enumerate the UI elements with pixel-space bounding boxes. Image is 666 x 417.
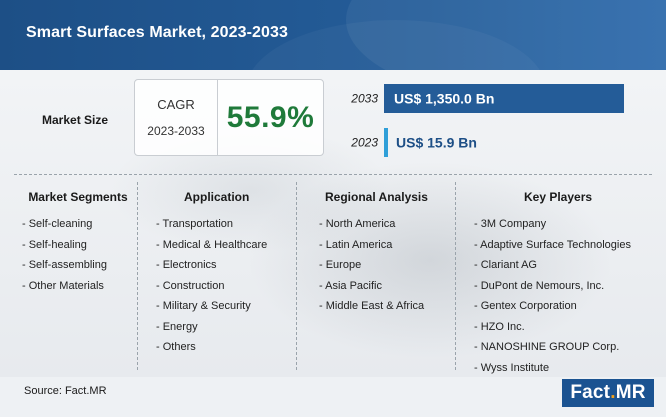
list-item: - Energy — [156, 320, 198, 333]
cagr-value: 55.9% — [226, 100, 315, 134]
list-item: - Latin America — [319, 238, 393, 251]
list-item: - Europe — [319, 259, 362, 271]
list-item: - Self-cleaning — [22, 218, 93, 230]
section-divider — [14, 174, 652, 175]
column-title: Key Players — [524, 190, 593, 204]
logo-dot: . — [610, 382, 616, 403]
column-regional-analysis: Regional Analysis - North America - Lati… — [319, 190, 447, 317]
list-item: - North America — [319, 218, 396, 230]
list-item: - HZO Inc. — [474, 320, 525, 333]
market-size-bar — [384, 84, 624, 113]
cagr-box: CAGR 2023-2033 55.9% — [134, 79, 324, 156]
list-item: - Transportation — [156, 218, 234, 230]
list-item: - Electronics — [156, 259, 217, 271]
cagr-period: 2023-2033 — [147, 124, 205, 138]
column-application: Application - Transportation - Medical &… — [156, 190, 286, 358]
list-item: - Other Materials — [22, 279, 104, 292]
header-banner: Smart Surfaces Market, 2023-2033 — [0, 0, 666, 70]
column-title: Application — [184, 190, 250, 204]
logo-text-mr: MR — [615, 382, 646, 403]
cagr-label: CAGR — [157, 97, 195, 112]
background-image — [0, 70, 666, 377]
list-item: - Self-assembling — [22, 259, 107, 271]
market-size-label: Market Size — [42, 113, 109, 127]
list-item: - Clariant AG — [474, 259, 537, 271]
list-item: - Middle East & Africa — [319, 300, 425, 312]
page-title: Smart Surfaces Market, 2023-2033 — [26, 24, 289, 41]
column-divider — [137, 182, 138, 370]
region-list: - North America - Latin America - Europe… — [319, 214, 447, 317]
cagr-left-panel: CAGR 2023-2033 — [135, 80, 218, 155]
list-item: - Adaptive Surface Technologies — [474, 238, 631, 251]
list-item: - Military & Security — [156, 300, 251, 312]
list-item: - Medical & Healthcare — [156, 238, 268, 251]
column-divider — [455, 182, 456, 370]
column-title: Market Segments — [28, 190, 128, 204]
header-decoration — [346, 0, 666, 70]
list-item: - Wyss Institute — [474, 361, 550, 374]
list-item: - 3M Company — [474, 218, 547, 230]
column-market-segments: Market Segments - Self-cleaning - Self-h… — [22, 190, 134, 296]
list-item: - Gentex Corporation — [474, 300, 577, 312]
application-list: - Transportation - Medical & Healthcare … — [156, 214, 286, 358]
factmr-logo: Fact. MR — [562, 379, 654, 407]
list-item: - Asia Pacific — [319, 279, 382, 292]
list-item: - Others — [156, 341, 196, 353]
column-divider — [296, 182, 297, 370]
cagr-right-panel: 55.9% — [218, 80, 323, 155]
bar-value-label: US$ 15.9 Bn — [396, 135, 477, 151]
bar-year-label: 2023 — [350, 136, 378, 150]
bar-value-label: US$ 1,350.0 Bn — [394, 91, 494, 107]
list-item: - DuPont de Nemours, Inc. — [474, 279, 605, 292]
market-size-bar — [384, 128, 388, 157]
list-item: - Construction — [156, 279, 225, 292]
column-title: Regional Analysis — [325, 190, 428, 204]
source-note: Source: Fact.MR — [24, 385, 107, 397]
market-size-bar-chart: 2033 US$ 1,350.0 Bn 2023 US$ 15.9 Bn — [350, 84, 624, 157]
list-item: - NANOSHINE GROUP Corp. — [474, 341, 620, 353]
logo-text-fact: Fact — [570, 382, 611, 403]
segment-list: - Self-cleaning - Self-healing - Self-as… — [22, 214, 134, 296]
list-item: - Self-healing — [22, 238, 87, 251]
key-players-list: - 3M Company - Adaptive Surface Technolo… — [474, 214, 650, 378]
column-key-players: Key Players - 3M Company - Adaptive Surf… — [474, 190, 650, 378]
bar-year-label: 2033 — [350, 92, 378, 106]
